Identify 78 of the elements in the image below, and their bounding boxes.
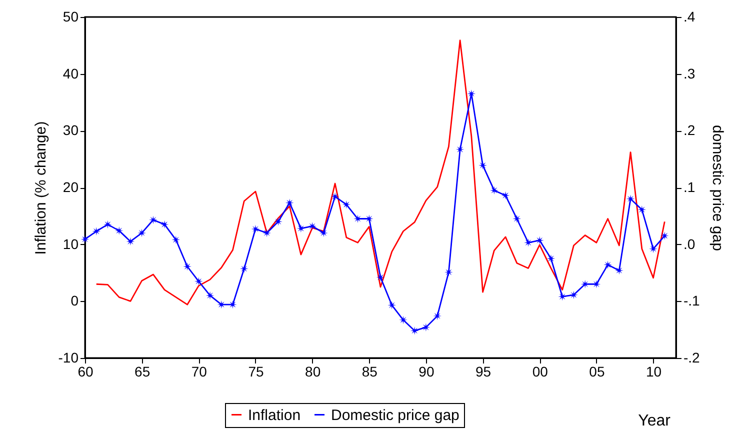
y2-tick-label: .0 <box>684 236 696 252</box>
y-tick-label: 40 <box>62 65 79 82</box>
point <box>228 300 237 309</box>
x-tick-label: 60 <box>78 364 94 380</box>
y-tick-label: 0 <box>70 292 79 309</box>
line-series <box>96 40 666 306</box>
x-tick-label: 85 <box>362 364 378 380</box>
point <box>114 226 124 235</box>
x-tick-label: 05 <box>589 364 605 380</box>
point <box>342 200 351 209</box>
point <box>183 262 192 271</box>
point <box>126 237 135 246</box>
point <box>558 292 567 301</box>
point <box>649 244 658 254</box>
point <box>149 216 158 224</box>
y-axis-title: Inflation (% change) <box>32 121 50 255</box>
y-tick-label: -10 <box>58 350 79 366</box>
point <box>138 228 146 238</box>
point <box>433 312 442 320</box>
point <box>308 222 316 230</box>
point <box>501 191 510 200</box>
x-tick-label: 10 <box>646 364 662 380</box>
point <box>80 235 90 244</box>
point <box>478 161 487 170</box>
point <box>626 194 635 204</box>
point <box>570 290 578 300</box>
point <box>240 264 248 273</box>
y2-tick-label: .4 <box>684 8 696 24</box>
y2-tick-label: -.1 <box>684 292 700 309</box>
point <box>354 214 362 223</box>
point <box>410 326 419 335</box>
point <box>546 254 556 263</box>
y2-tick-label: .3 <box>684 65 696 82</box>
point <box>535 236 544 245</box>
point <box>399 316 408 324</box>
x-tick-label: 80 <box>305 364 321 380</box>
y2-tick-label: .2 <box>684 122 696 138</box>
y2-axis-title: domestic price gap <box>708 125 726 251</box>
point <box>444 268 453 276</box>
point <box>274 217 282 226</box>
point <box>104 220 112 229</box>
y2-tick-label: -.2 <box>684 350 700 366</box>
point <box>660 232 669 240</box>
point <box>524 238 532 247</box>
point <box>388 300 396 310</box>
point <box>638 205 646 214</box>
point <box>296 224 306 233</box>
x-tick-label: 75 <box>248 364 264 380</box>
point <box>422 323 430 332</box>
point <box>376 273 385 282</box>
point <box>251 224 260 234</box>
legend-label: Inflation <box>248 406 301 424</box>
legend-label: Domestic price gap <box>331 406 460 424</box>
point <box>490 186 498 195</box>
y-tick-label: 50 <box>62 8 79 24</box>
point <box>92 227 101 236</box>
x-tick-label: 95 <box>476 364 492 380</box>
x-tick-label: 90 <box>418 364 434 380</box>
point <box>262 228 272 238</box>
point <box>160 220 169 229</box>
y-tick-label: 20 <box>62 179 79 195</box>
x-axis-title: Year <box>638 412 672 430</box>
y-tick-label: 30 <box>62 122 79 138</box>
point <box>456 145 464 154</box>
point <box>512 214 522 223</box>
point <box>604 260 612 269</box>
point <box>319 228 328 238</box>
x-tick-label: 65 <box>134 364 150 380</box>
y-tick-label: 10 <box>62 236 79 252</box>
point <box>285 198 294 208</box>
point <box>330 192 340 201</box>
point <box>172 236 180 244</box>
x-tick-label: 00 <box>532 364 548 380</box>
point <box>614 266 624 275</box>
point <box>194 277 203 286</box>
point <box>206 291 214 300</box>
y2-tick-label: .1 <box>684 179 696 195</box>
x-tick-label: 70 <box>191 364 208 380</box>
